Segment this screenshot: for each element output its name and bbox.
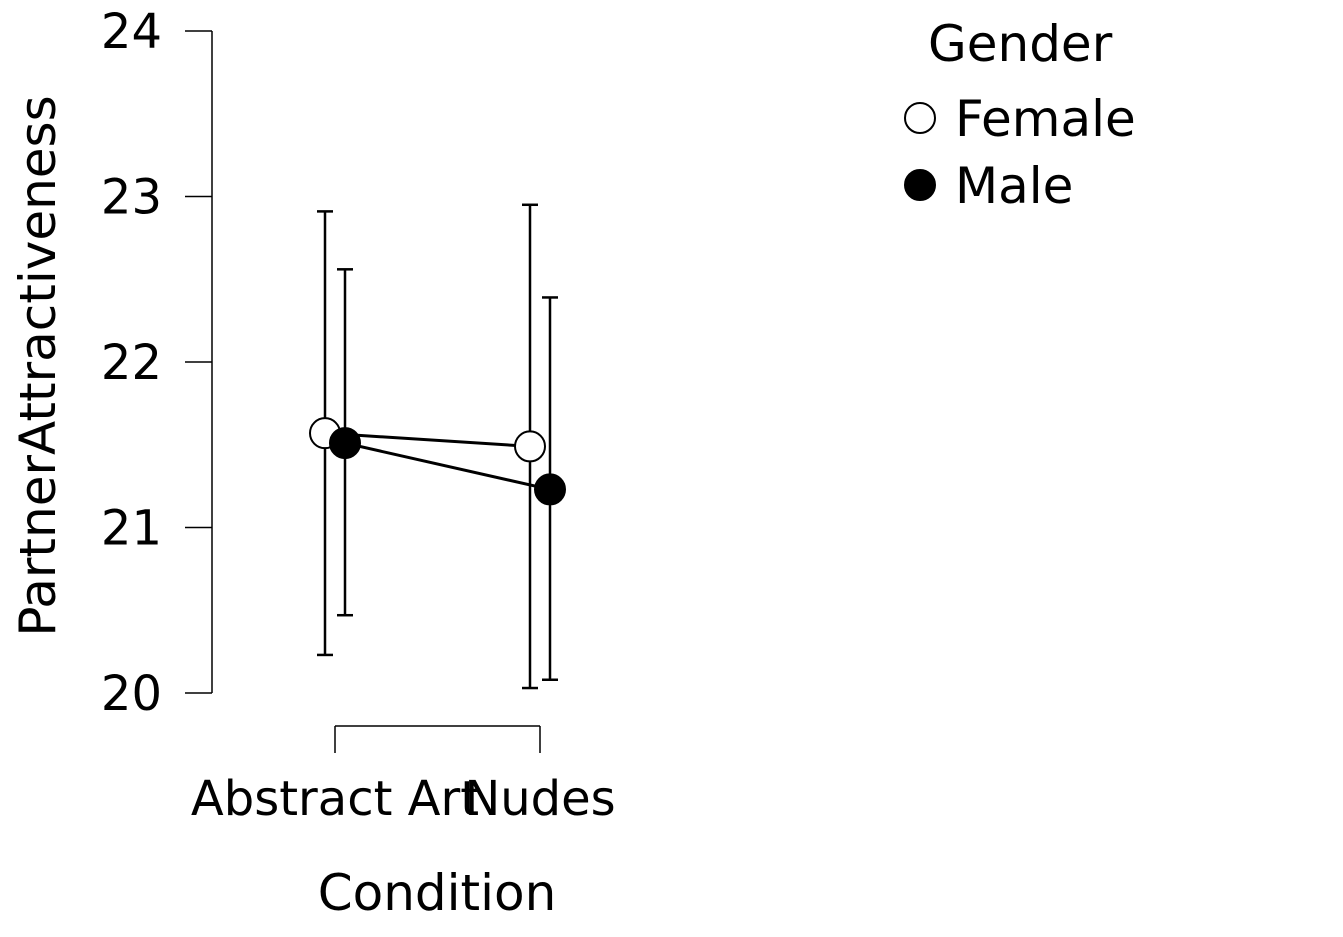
y-axis: 20 21 22 23 24	[101, 4, 213, 722]
x-tick-label: Abstract Art	[191, 771, 479, 827]
x-axis-title: Condition	[318, 864, 557, 922]
legend-title: Gender	[928, 15, 1113, 73]
legend-item-male: Male	[904, 157, 1073, 215]
y-tick-label: 23	[101, 170, 162, 226]
data-point-male	[534, 473, 566, 506]
x-tick-label: Nudes	[464, 771, 615, 827]
y-tick-label: 24	[101, 4, 162, 60]
y-tick-label: 21	[101, 501, 162, 557]
series-line-male	[344, 441, 551, 491]
legend: Gender Female Male	[904, 15, 1136, 215]
data-point-female	[514, 430, 546, 463]
legend-item-female: Female	[904, 90, 1136, 148]
series-line-female	[324, 431, 531, 448]
y-axis-title: PartnerAttractiveness	[9, 95, 67, 636]
legend-marker-male	[904, 169, 936, 201]
legend-marker-female	[904, 102, 936, 134]
series-layer	[309, 203, 566, 690]
legend-label-female: Female	[955, 90, 1136, 148]
legend-label-male: Male	[955, 157, 1073, 215]
data-point-male	[329, 427, 361, 460]
y-tick-label: 20	[101, 666, 162, 722]
y-tick-label: 22	[101, 335, 162, 391]
